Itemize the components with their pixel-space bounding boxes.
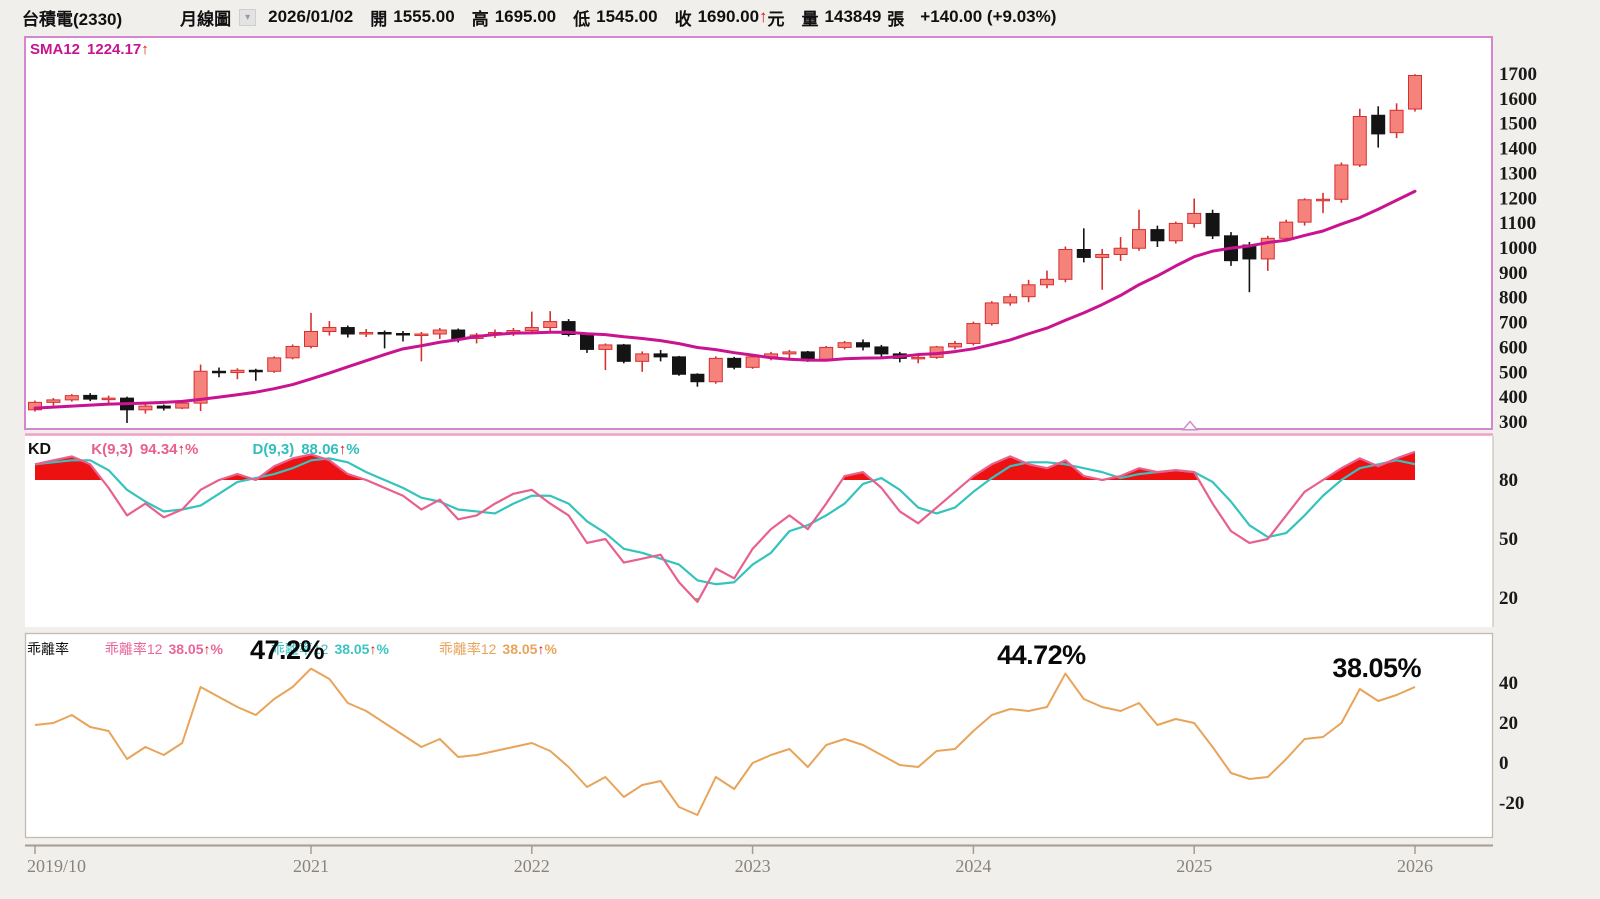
bias-panel (24, 632, 1494, 839)
y-axis-label: 1200 (1499, 188, 1537, 209)
up-arrow-icon: ↑ (759, 7, 768, 26)
kd-panel (25, 436, 1493, 627)
y-axis-label: 0 (1499, 753, 1509, 774)
quote-header-bar: 台積電(2330) 月線圖 ▾ 2026/01/02 開 1555.00 高 1… (0, 0, 1600, 34)
x-axis-label: 2024 (955, 856, 991, 876)
period-dropdown-button[interactable]: ▾ (239, 8, 257, 26)
y-axis-label: 20 (1499, 588, 1518, 609)
y-axis-label: 800 (1499, 288, 1528, 309)
price-change: +140.00 (+9.03%) (920, 7, 1057, 26)
y-axis-label: 50 (1499, 529, 1518, 550)
y-axis-label: 900 (1499, 263, 1528, 284)
y-axis-label: 1000 (1499, 238, 1537, 259)
low-value: 1545.00 (596, 7, 658, 26)
y-axis-label: 400 (1499, 387, 1528, 408)
y-axis-label: 40 (1499, 673, 1518, 694)
y-axis-label: 1400 (1499, 139, 1537, 160)
y-axis-label: 20 (1499, 713, 1518, 734)
volume-label: 量 (801, 9, 819, 29)
quote-date: 2026/01/02 (268, 7, 354, 26)
x-axis-label: 2021 (293, 856, 329, 876)
x-axis-label: 2025 (1176, 856, 1212, 876)
x-axis-label: 2022 (514, 856, 550, 876)
y-axis-label: 1700 (1499, 64, 1537, 85)
x-axis-label: 2019/10 (27, 856, 86, 876)
y-axis-label: 1300 (1499, 163, 1537, 184)
high-label: 高 (471, 9, 489, 29)
y-axis-label: -20 (1499, 793, 1524, 814)
high-value: 1695.00 (494, 7, 557, 26)
kd-overbought-fill (35, 451, 1415, 480)
chevron-down-icon: ▾ (245, 11, 251, 23)
y-axis-label: 80 (1499, 470, 1518, 491)
y-axis-label: 700 (1499, 313, 1528, 334)
x-axis-label: 2026 (1397, 856, 1433, 876)
volume-value: 143849 (824, 7, 882, 26)
close-label: 收 (674, 9, 692, 29)
low-label: 低 (573, 9, 591, 29)
y-axis-label: 1600 (1499, 89, 1537, 110)
k-line (34, 450, 1416, 604)
x-axis-label: 2023 (735, 856, 771, 876)
y-axis-label: 600 (1499, 337, 1528, 358)
price-panel (24, 36, 1493, 430)
open-value: 1555.00 (393, 7, 455, 26)
bias-line (34, 667, 1416, 816)
y-axis-label: 300 (1499, 412, 1528, 433)
sma12-line (33, 189, 1417, 410)
y-axis-label: 1100 (1499, 213, 1536, 234)
panel-notch-marker (1181, 420, 1199, 431)
currency-unit: 元 (767, 9, 785, 29)
open-label: 開 (370, 9, 388, 29)
y-axis-label: 500 (1499, 362, 1528, 383)
volume-unit: 張 (887, 9, 905, 29)
stock-name: 台積電(2330) (22, 9, 123, 29)
period-selector[interactable]: 月線圖 (180, 9, 232, 29)
close-value: 1690.00 (697, 7, 760, 26)
y-axis-label: 1500 (1499, 114, 1537, 135)
